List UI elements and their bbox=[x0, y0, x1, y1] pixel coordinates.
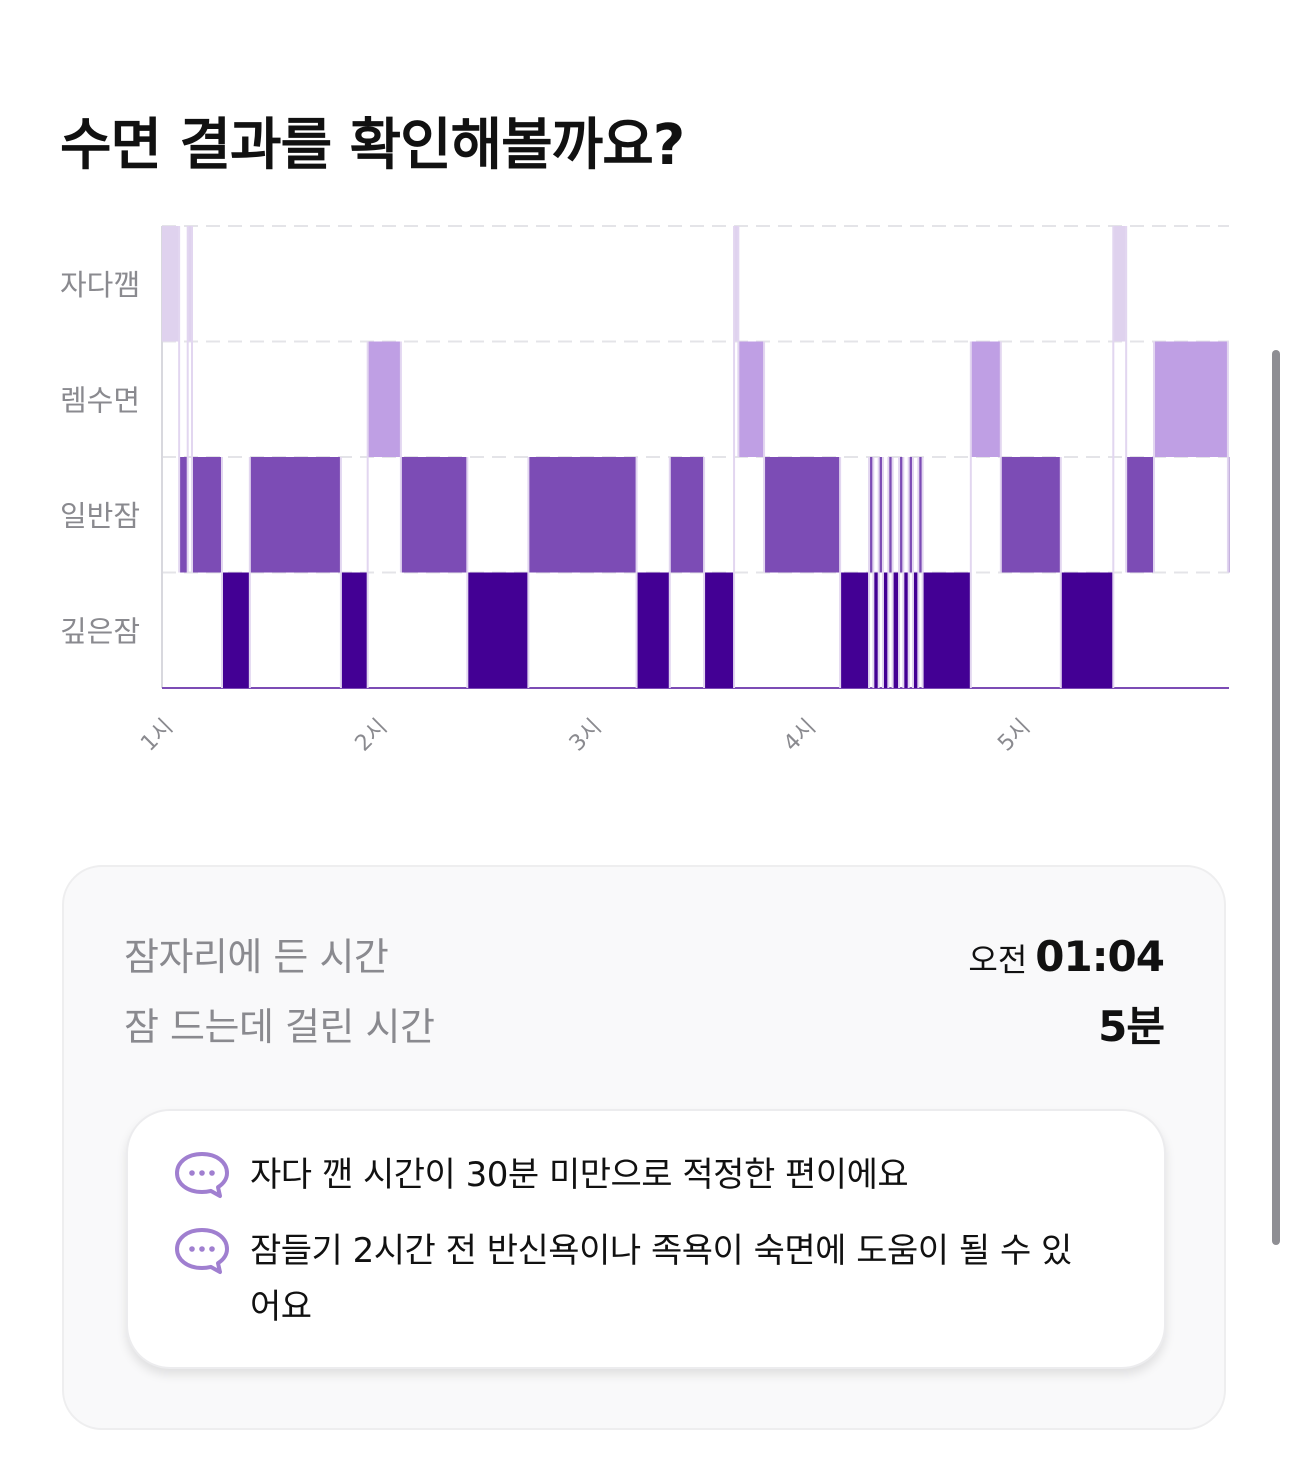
stage-segment bbox=[892, 572, 900, 688]
bedtime-time: 01:04 bbox=[1035, 932, 1165, 981]
tip-item: 자다 깬 시간이 30분 미만으로 적정한 편이에요 bbox=[174, 1147, 1074, 1203]
x-tick-label: 2시 bbox=[351, 715, 393, 757]
stage-segment bbox=[970, 341, 1001, 457]
page-title: 수면 결과를 확인해볼까요? bbox=[60, 113, 685, 178]
stage-segment bbox=[888, 457, 893, 573]
stage-segment bbox=[340, 572, 368, 688]
stage-segment bbox=[249, 457, 341, 573]
stage-segment bbox=[1154, 341, 1228, 457]
chart-x-labels: 1시 2시 3시 4시 5시 bbox=[136, 715, 1035, 757]
latency-value: 5분 bbox=[1098, 997, 1165, 1066]
y-tick-label: 깊은잠 bbox=[60, 614, 140, 648]
tip-text: 자다 깬 시간이 30분 미만으로 적정한 편이에요 bbox=[250, 1155, 909, 1195]
x-tick-label: 4시 bbox=[779, 715, 821, 757]
stage-segment bbox=[162, 226, 180, 342]
latency-row: 잠 드는데 걸린 시간 5분 bbox=[124, 997, 1165, 1057]
y-tick-label: 렘수면 bbox=[60, 383, 140, 417]
x-tick-label: 5시 bbox=[993, 715, 1035, 757]
stage-segment bbox=[704, 572, 735, 688]
stage-segment bbox=[467, 572, 529, 688]
stage-segment bbox=[912, 572, 919, 688]
stage-segment bbox=[873, 572, 879, 688]
bedtime-ampm: 오전 bbox=[968, 941, 1028, 979]
stage-segment bbox=[669, 457, 705, 573]
stage-segment bbox=[400, 457, 468, 573]
stage-segment bbox=[738, 341, 765, 457]
stage-segment bbox=[899, 457, 904, 573]
stage-segment bbox=[1060, 572, 1114, 688]
stage-segment bbox=[1000, 457, 1061, 573]
scrollbar[interactable] bbox=[1272, 350, 1280, 1245]
sleep-summary-card: 잠자리에 든 시간 오전 01:04 잠 드는데 걸린 시간 5분 자다 깬 시간… bbox=[62, 865, 1226, 1430]
x-tick-label: 3시 bbox=[565, 715, 607, 757]
stage-segment bbox=[191, 457, 222, 573]
stage-segment bbox=[903, 572, 909, 688]
stage-segment bbox=[1126, 457, 1155, 573]
tip-text: 잠들기 2시간 전 반신욕이나 족욕이 숙면에 도움이 될 수 있어요 bbox=[250, 1231, 1072, 1327]
stage-segment bbox=[187, 226, 192, 342]
bedtime-row: 잠자리에 든 시간 오전 01:04 bbox=[124, 927, 1165, 987]
sleep-tips-box: 자다 깬 시간이 30분 미만으로 적정한 편이에요 잠들기 2시간 전 반신욕… bbox=[126, 1109, 1166, 1369]
stage-segment bbox=[221, 572, 250, 688]
chart-bars bbox=[162, 226, 1230, 688]
stage-segment bbox=[840, 572, 870, 688]
x-tick-label: 1시 bbox=[136, 715, 178, 757]
stage-segment bbox=[528, 457, 637, 573]
stage-segment bbox=[1113, 226, 1127, 342]
bedtime-value: 오전 01:04 bbox=[968, 927, 1165, 996]
stage-segment bbox=[869, 457, 874, 573]
tip-item: 잠들기 2시간 전 반신욕이나 족욕이 숙면에 도움이 될 수 있어요 bbox=[174, 1223, 1074, 1335]
latency-label: 잠 드는데 걸린 시간 bbox=[124, 1005, 435, 1049]
chat-bubble-icon bbox=[175, 1228, 229, 1274]
y-tick-label: 자다깸 bbox=[60, 268, 140, 302]
stage-segment bbox=[764, 457, 841, 573]
stage-segment bbox=[922, 572, 971, 688]
stage-segment bbox=[882, 572, 889, 688]
stage-segment bbox=[918, 457, 923, 573]
stage-segment bbox=[636, 572, 670, 688]
latency-time: 5분 bbox=[1098, 1002, 1165, 1051]
chat-bubble-icon bbox=[175, 1152, 229, 1198]
stage-segment bbox=[367, 341, 401, 457]
stage-segment bbox=[908, 457, 913, 573]
stage-segment bbox=[878, 457, 883, 573]
bedtime-label: 잠자리에 든 시간 bbox=[124, 935, 389, 979]
y-tick-label: 일반잠 bbox=[60, 499, 140, 533]
stage-segment bbox=[179, 457, 188, 573]
stage-segment bbox=[734, 226, 739, 342]
